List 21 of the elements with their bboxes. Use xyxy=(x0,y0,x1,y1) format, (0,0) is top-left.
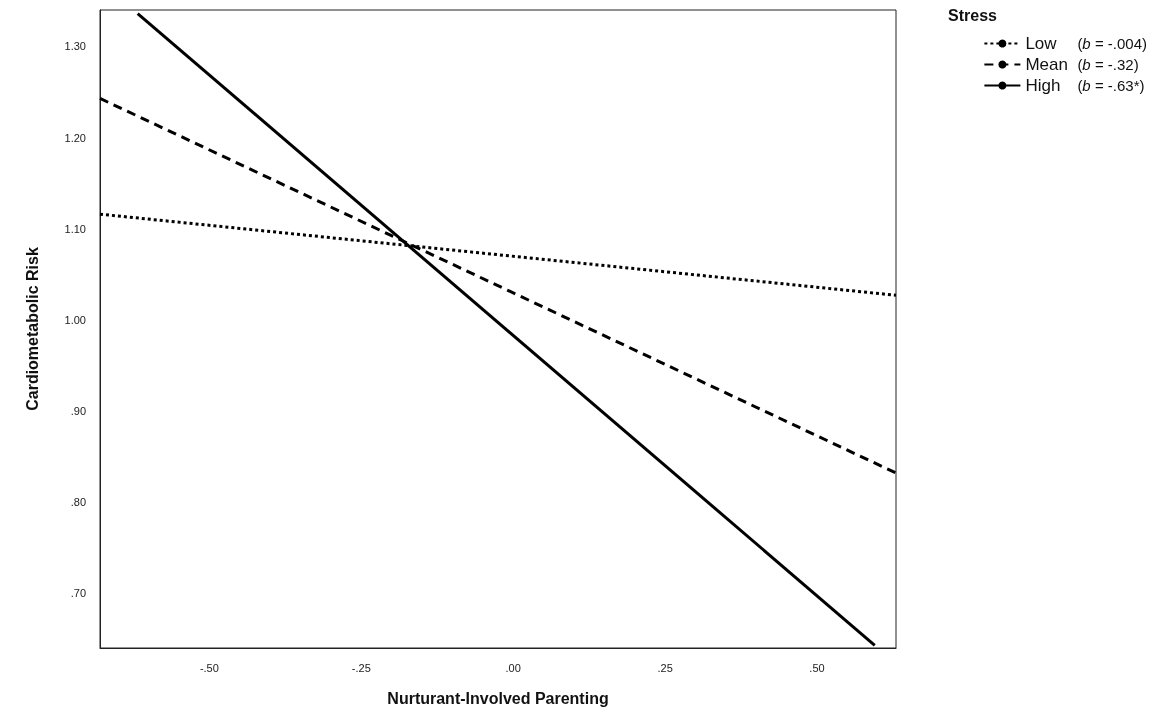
y-tick-label: 1.00 xyxy=(64,313,86,326)
x-tick-label: .25 xyxy=(657,661,673,674)
text: (b = -.32) xyxy=(1077,56,1139,73)
x-axis-title: Nurturant-Involved Parenting xyxy=(387,689,609,707)
legend-label: Low xyxy=(1025,34,1058,53)
y-tick-label: 1.10 xyxy=(64,222,86,235)
y-tick-label: .70 xyxy=(70,587,86,600)
text: (b = -.004) xyxy=(1077,35,1147,52)
x-tick-label: .50 xyxy=(809,661,825,674)
y-axis-title: Cardiometabolic Risk xyxy=(23,247,41,411)
x-tick-label: .00 xyxy=(505,661,521,674)
text: (b = -.63*) xyxy=(1077,77,1145,94)
y-tick-label: 1.30 xyxy=(64,40,86,53)
y-tick-label: 1.20 xyxy=(64,131,86,144)
x-tick-label: -.50 xyxy=(199,661,219,674)
legend-label: High xyxy=(1025,76,1061,95)
y-tick-label: .90 xyxy=(70,405,86,418)
legend-label: Mean xyxy=(1025,55,1068,74)
x-tick-label: -.25 xyxy=(351,661,371,674)
legend-title: Stress xyxy=(948,6,998,24)
y-tick-label: .80 xyxy=(70,496,86,509)
